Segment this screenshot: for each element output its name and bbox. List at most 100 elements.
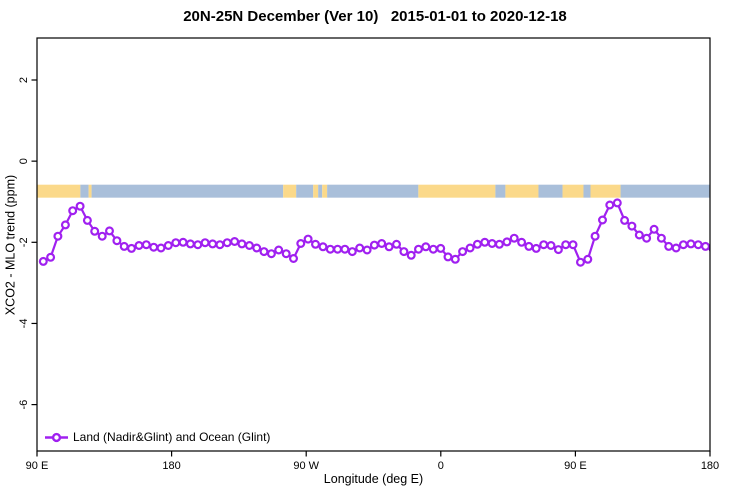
map-band-segment-ocean — [495, 184, 506, 198]
data-point-marker — [60, 220, 70, 230]
data-point-marker — [509, 233, 519, 243]
data-point-marker — [127, 243, 137, 253]
map-band-segment-ocean — [296, 184, 314, 198]
data-point-marker — [517, 237, 527, 247]
x-tick-label: 180 — [701, 460, 719, 472]
data-point-marker — [362, 245, 372, 255]
map-band-segment-land — [562, 184, 584, 198]
data-point-marker — [355, 243, 365, 253]
data-point-marker — [266, 249, 276, 259]
data-point-marker — [634, 230, 644, 240]
data-point-marker — [68, 206, 78, 216]
data-point-marker — [568, 240, 578, 250]
map-band-segment-ocean — [91, 184, 284, 198]
map-band-segment-land — [283, 184, 297, 198]
data-point-marker — [90, 226, 100, 236]
data-point-marker — [428, 244, 438, 254]
data-point-marker — [561, 240, 571, 250]
data-point-marker — [472, 239, 482, 249]
data-point-marker — [575, 257, 585, 267]
data-point-marker — [502, 237, 512, 247]
data-point-marker — [156, 243, 166, 253]
data-point-marker — [656, 233, 666, 243]
data-point-marker — [38, 256, 48, 266]
data-point-marker — [185, 239, 195, 249]
trend-line — [42, 201, 710, 264]
data-point-marker — [583, 254, 593, 264]
map-band-segment-land — [505, 184, 539, 198]
x-tick-label: 90 E — [564, 460, 587, 472]
data-point-marker — [252, 243, 262, 253]
map-band-segment-land — [590, 184, 621, 198]
data-point-marker — [377, 239, 387, 249]
map-band-segment-ocean — [318, 184, 323, 198]
data-point-marker — [311, 239, 321, 249]
data-point-marker — [597, 215, 607, 225]
data-point-marker — [612, 198, 622, 208]
data-point-marker — [480, 237, 490, 247]
data-point-marker — [465, 243, 475, 253]
map-band-segment-land — [322, 184, 328, 198]
data-point-marker — [318, 242, 328, 252]
data-point-marker — [237, 239, 247, 249]
data-point-marker — [414, 244, 424, 254]
data-point-marker — [384, 242, 394, 252]
data-point-marker — [296, 239, 306, 249]
data-point-marker — [421, 242, 431, 252]
data-point-marker — [649, 224, 659, 234]
data-point-marker — [494, 239, 504, 249]
data-point-marker — [458, 247, 468, 257]
plot-contents — [37, 184, 710, 267]
data-point-marker — [193, 240, 203, 250]
data-point-marker — [289, 254, 299, 264]
data-point-marker — [53, 231, 63, 241]
data-point-marker — [531, 243, 541, 253]
data-point-marker — [134, 241, 144, 251]
map-band-segment-ocean — [538, 184, 563, 198]
data-point-marker — [678, 240, 688, 250]
data-point-marker — [104, 226, 114, 236]
data-point-marker — [149, 242, 159, 252]
data-point-marker — [590, 231, 600, 241]
data-point-marker — [274, 245, 284, 255]
y-tick-label: 2 — [18, 77, 30, 83]
data-point-marker — [700, 241, 710, 251]
map-band-segment-ocean — [620, 184, 710, 198]
data-point-marker — [436, 243, 446, 253]
data-point-marker — [546, 241, 556, 251]
data-point-marker — [325, 244, 335, 254]
data-point-marker — [163, 241, 173, 251]
chart-title: 20N-25N December (Ver 10) 2015-01-01 to … — [183, 8, 567, 25]
data-point-marker — [553, 245, 563, 255]
data-point-marker — [450, 254, 460, 264]
map-band-segment-land — [37, 184, 81, 198]
data-point-marker — [200, 238, 210, 248]
map-band-segment-land — [313, 184, 319, 198]
plot-border — [36, 37, 711, 452]
data-point-marker — [119, 241, 129, 251]
data-point-marker — [627, 221, 637, 231]
data-point-marker — [399, 247, 409, 257]
data-point-marker — [539, 240, 549, 250]
x-tick-label: 0 — [438, 460, 444, 472]
x-tick-label: 90 E — [26, 460, 49, 472]
data-point-marker — [392, 239, 402, 249]
map-band-segment-land — [418, 184, 496, 198]
data-point-marker — [208, 239, 218, 249]
data-point-marker — [369, 240, 379, 250]
data-point-marker — [244, 241, 254, 251]
y-tick-label: -4 — [18, 319, 30, 329]
x-axis-label: Longitude (deg E) — [323, 472, 424, 486]
y-tick-label: -6 — [18, 400, 30, 410]
data-point-marker — [82, 215, 92, 225]
data-point-marker — [605, 200, 615, 210]
data-point-marker — [230, 237, 240, 247]
data-point-marker — [347, 247, 357, 257]
data-point-marker — [642, 233, 652, 243]
data-point-marker — [215, 240, 225, 250]
data-point-marker — [671, 243, 681, 253]
legend-swatch-marker — [51, 432, 62, 443]
data-point-marker — [222, 238, 232, 248]
